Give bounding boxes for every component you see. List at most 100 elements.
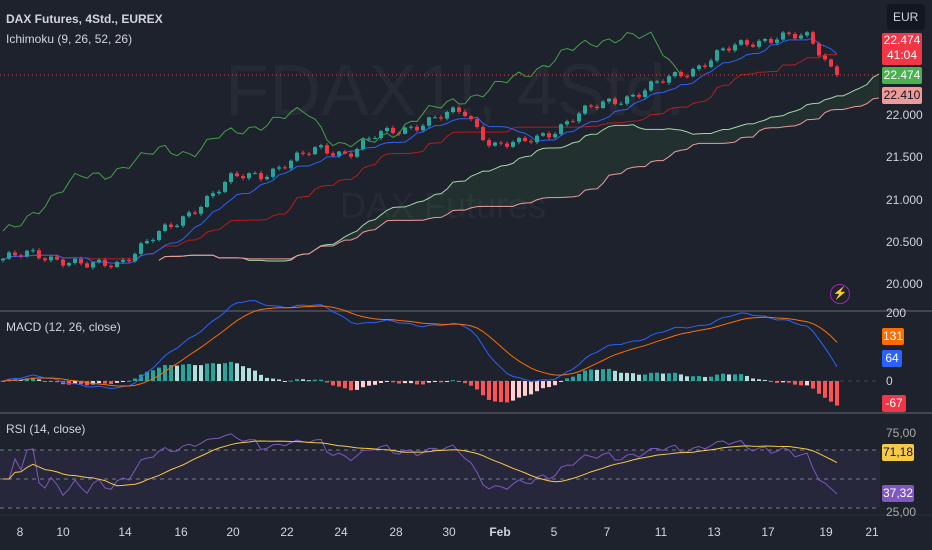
rsi-tick: 75,00 [886, 426, 917, 440]
candle [139, 243, 143, 254]
candle [325, 145, 329, 154]
candle [823, 55, 827, 60]
chart-title: DAX Futures, 4Std., EUREX [6, 12, 163, 26]
macd-histogram-bar [415, 381, 419, 385]
macd-histogram-bar [757, 379, 761, 381]
candle [715, 50, 719, 61]
macd-histogram-bar [517, 381, 521, 398]
currency-button[interactable]: EUR [887, 4, 925, 30]
candle [97, 259, 101, 263]
candle [121, 259, 125, 262]
candle [259, 173, 263, 180]
time-tick: 14 [118, 525, 132, 539]
time-tick: 19 [819, 525, 833, 539]
candle [487, 140, 491, 146]
candle [109, 265, 113, 268]
candle [79, 258, 83, 264]
candle [409, 126, 413, 128]
candle [277, 167, 281, 169]
candle [805, 32, 809, 36]
lightning-icon[interactable]: ⚡ [830, 284, 850, 304]
macd-histogram-bar [259, 374, 263, 381]
candle [13, 252, 17, 256]
ichimoku-legend[interactable]: Ichimoku (9, 26, 52, 26) [6, 32, 133, 46]
macd-histogram-bar [79, 381, 83, 385]
candle [55, 256, 59, 260]
macd-histogram-bar [715, 374, 719, 381]
candle [523, 137, 527, 142]
candle [541, 133, 545, 136]
macd-histogram-bar [541, 381, 545, 389]
macd-histogram-bar [739, 374, 743, 381]
macd-histogram-bar [823, 381, 827, 398]
macd-histogram-bar [769, 381, 773, 383]
candle [229, 173, 233, 183]
macd-histogram-bar [673, 372, 677, 381]
macd-histogram-bar [331, 381, 335, 386]
candle [829, 59, 833, 67]
macd-histogram-bar [361, 381, 365, 388]
candle [391, 127, 395, 134]
time-tick: 8 [16, 525, 24, 539]
candle [271, 168, 275, 177]
macd-histogram-bar [781, 381, 785, 383]
candle [451, 107, 455, 113]
rsi-legend[interactable]: RSI (14, close) [6, 422, 86, 436]
macd-histogram-bar [451, 380, 455, 382]
macd-histogram-bar [595, 369, 599, 381]
macd-histogram-bar [523, 381, 527, 396]
candle [517, 137, 521, 143]
candle [439, 117, 443, 119]
candle [505, 143, 509, 147]
macd-histogram-bar [493, 381, 497, 402]
macd-histogram-bar [55, 381, 59, 383]
candle [817, 43, 821, 56]
candle [43, 258, 47, 261]
macd-histogram-bar [787, 381, 791, 383]
macd-histogram-bar [709, 376, 713, 381]
macd-histogram-bar [241, 366, 245, 381]
candle [631, 94, 635, 97]
macd-legend[interactable]: MACD (12, 26, close) [6, 320, 121, 334]
macd-histogram-bar [751, 378, 755, 381]
signal-value-tag: 131 [882, 328, 904, 345]
ichimoku-cloud [159, 74, 879, 261]
candle [709, 60, 713, 67]
last-price: 22.474 [883, 33, 921, 47]
macd-histogram-bar [133, 378, 137, 381]
candle [85, 263, 89, 268]
macd-histogram-bar [697, 376, 701, 381]
candle [613, 98, 617, 104]
macd-histogram-bar [445, 381, 449, 382]
macd-histogram-bar [385, 381, 389, 382]
candle [133, 253, 137, 262]
macd-histogram-bar [727, 374, 731, 381]
macd-histogram-bar [565, 378, 569, 381]
candle [385, 127, 389, 132]
macd-histogram-bar [25, 378, 29, 381]
macd-histogram-bar [37, 379, 41, 381]
lagging-span [2, 31, 682, 232]
candle [313, 147, 317, 155]
macd-histogram-bar [295, 379, 299, 381]
candle [475, 119, 479, 127]
macd-histogram-bar [505, 381, 509, 403]
candle [211, 193, 215, 197]
macd-histogram-bar [145, 371, 149, 381]
candle [559, 124, 563, 134]
macd-histogram-bar [217, 363, 221, 381]
macd-histogram-bar [559, 381, 563, 382]
candle [445, 112, 449, 119]
candle [223, 182, 227, 192]
signal-line [2, 305, 838, 387]
candle [679, 71, 683, 77]
candle [739, 40, 743, 45]
macd-histogram-bar [379, 381, 383, 383]
candle [1, 258, 5, 261]
candle [583, 105, 587, 114]
price-tick: 21.500 [886, 150, 923, 164]
macd-histogram-bar [721, 373, 725, 381]
candle [649, 81, 653, 91]
candle [499, 142, 503, 144]
